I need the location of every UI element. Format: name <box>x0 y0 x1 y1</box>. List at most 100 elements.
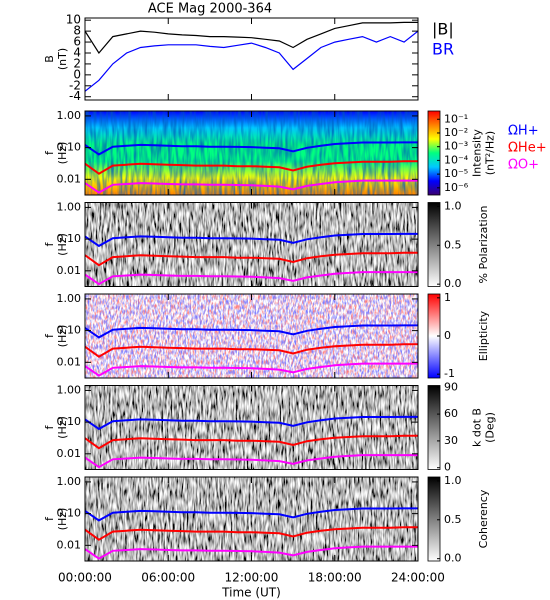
y-axis-label: f <box>43 150 56 155</box>
cyclotron-line <box>85 415 418 431</box>
colorbar-tick-label: 30 <box>444 434 458 447</box>
colorbar <box>427 385 441 470</box>
y-axis-label: f <box>43 241 56 246</box>
x-tick-label: 12:00:00 <box>225 571 279 585</box>
legend-entry: ΩHe+ <box>508 141 547 156</box>
spectrogram-image <box>85 202 418 287</box>
x-tick-label: 18:00:00 <box>308 571 362 585</box>
y-axis-label: f <box>43 516 56 521</box>
cyclotron-line <box>85 545 418 560</box>
cyclotron-line <box>85 507 418 522</box>
y-tick-label: 1.00 <box>57 292 82 305</box>
y-axis-label: (Hz) <box>56 233 69 256</box>
cyclotron-line <box>85 324 418 339</box>
colorbar-tick-label: 0.0 <box>444 277 462 290</box>
y-tick-label: 1.00 <box>57 200 82 213</box>
line <box>85 21 418 55</box>
spectrogram-texture <box>85 294 418 378</box>
colorbar-tick-label: 0.5 <box>444 238 462 251</box>
x-tick-label: 06:00:00 <box>141 571 195 585</box>
colorbar-tick-label: 1 <box>444 291 451 304</box>
cyclotron-line <box>85 526 418 541</box>
cyclotron-line <box>85 271 418 286</box>
x-axis-label: Time (UT) <box>221 586 281 600</box>
y-axis-label: (Hz) <box>56 325 69 348</box>
colorbar-tick-label: 10⁻⁴ <box>444 153 469 166</box>
y-tick-label: 0.01 <box>57 355 82 368</box>
chart-title: ACE Mag 2000-364 <box>148 2 272 17</box>
y-axis-label: f <box>43 333 56 338</box>
y-tick-label: 0.01 <box>57 447 82 460</box>
colorbar-tick-label: 0.0 <box>444 552 462 565</box>
y-axis-label: (Hz) <box>56 416 69 439</box>
colorbar-tick-label: 60 <box>444 407 458 420</box>
y-tick-label: 6 <box>73 35 81 49</box>
colorbar-tick-label: 10⁻³ <box>444 140 468 153</box>
cyclotron-line <box>85 251 418 267</box>
colorbar-tick-label: 0 <box>444 329 451 342</box>
colorbar-tick-label: 1.0 <box>444 199 462 212</box>
cyclotron-line <box>85 160 418 175</box>
colorbar-label: Intensity <box>471 129 484 177</box>
cyclotron-line <box>85 343 418 358</box>
colorbar-tick-label: 10⁻¹ <box>444 112 468 125</box>
cyclotron-line <box>85 141 418 156</box>
legend-entry: ΩO+ <box>508 158 539 173</box>
y-axis-label: (Hz) <box>56 142 69 165</box>
y-axis-label: B <box>43 55 56 63</box>
plot-area <box>85 111 418 195</box>
colorbar-tick-label: 10⁻² <box>444 126 468 139</box>
y-tick-label: 1.00 <box>57 475 82 488</box>
line <box>85 30 418 92</box>
y-tick-label: 10 <box>66 13 81 27</box>
y-tick-label: 1.00 <box>57 109 82 122</box>
y-tick-label: 0.01 <box>57 538 82 551</box>
spectrogram-image <box>85 477 418 561</box>
colorbar <box>427 476 441 562</box>
y-tick-label: -2 <box>69 78 81 92</box>
plot-area <box>85 202 418 287</box>
plot-area <box>85 294 418 378</box>
cyclotron-line <box>85 232 418 248</box>
spectrogram-image <box>85 385 418 470</box>
y-tick-label: 0.10 <box>57 507 82 520</box>
colorbar-tick-label: -1 <box>444 367 455 380</box>
y-axis-label: f <box>43 424 56 429</box>
colorbar-label: Coherency <box>477 489 490 548</box>
cyclotron-line <box>85 454 418 469</box>
y-tick-label: 0 <box>73 67 81 81</box>
cyclotron-line <box>85 362 418 377</box>
y-tick-label: 0.10 <box>57 324 82 337</box>
colorbar-label: (nT²/Hz) <box>484 131 497 175</box>
colorbar-tick-label: 10⁻⁵ <box>444 167 468 180</box>
y-tick-label: 0.01 <box>57 172 82 185</box>
spectrogram-texture <box>85 111 418 195</box>
colorbar <box>427 202 441 287</box>
legend-entry: ΩH+ <box>508 124 539 139</box>
colorbar-tick-label: 10⁻⁶ <box>444 181 469 194</box>
colorbar-label: k dot B <box>471 408 484 447</box>
y-tick-label: 8 <box>73 24 81 38</box>
colorbar <box>427 110 441 196</box>
plot-area <box>85 385 418 470</box>
y-axis-label: (Hz) <box>56 508 69 531</box>
y-tick-label: 2 <box>73 56 81 70</box>
colorbar-tick-label: 0 <box>444 461 451 474</box>
cyclotron-line <box>85 434 418 450</box>
y-tick-label: 1.00 <box>57 383 82 396</box>
plot-area <box>85 21 418 92</box>
colorbar-label: % Polarization <box>477 206 490 284</box>
y-tick-label: 0.10 <box>57 415 82 428</box>
y-tick-label: 0.01 <box>57 264 82 277</box>
y-tick-label: -4 <box>69 89 81 103</box>
x-tick-label: 00:00:00 <box>58 571 112 585</box>
cyclotron-line <box>85 179 418 194</box>
y-axis-label: (nT) <box>56 48 69 70</box>
colorbar-label: Ellipticity <box>477 310 490 361</box>
y-tick-label: 0.10 <box>57 141 82 154</box>
plot-frame <box>84 17 419 101</box>
y-tick-label: 0.10 <box>57 232 82 245</box>
legend-entry: BR <box>432 40 454 59</box>
colorbar-tick-label: 90 <box>444 380 458 393</box>
